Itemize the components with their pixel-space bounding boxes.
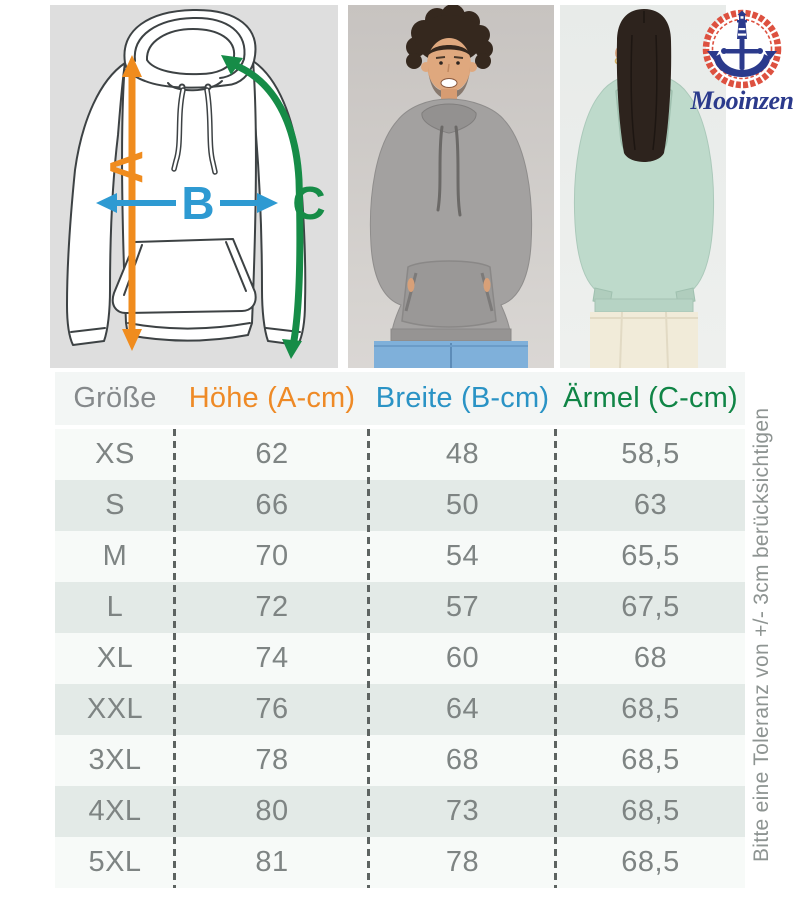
hem-band — [390, 328, 512, 342]
hem-band — [594, 298, 694, 313]
pocket — [401, 260, 497, 328]
left-sleeve — [66, 62, 126, 346]
aermel-cell: 58,5 — [621, 438, 680, 470]
aermel-cell: 68,5 — [621, 744, 680, 776]
size-table-row: 5XL 81 78 68,5 — [55, 837, 745, 888]
aermel-cell: 65,5 — [621, 540, 680, 572]
col-header-aermel: Ärmel (C-cm) — [563, 382, 738, 414]
size-table-row: XS 62 48 58,5 — [55, 429, 745, 480]
aermel-cell: 68,5 — [621, 693, 680, 725]
beard — [428, 67, 470, 99]
measure-arrow-b: B — [96, 177, 278, 229]
hoehe-cell: 62 — [255, 438, 289, 470]
col-header-breite: Breite (B-cm) — [375, 382, 550, 414]
size-cell: 3XL — [88, 744, 142, 776]
drawstrings — [171, 87, 218, 175]
breite-cell: 48 — [445, 438, 480, 470]
model-photo-back — [560, 5, 726, 369]
size-cell: 4XL — [88, 795, 142, 827]
column-divider — [173, 429, 176, 888]
man-in-grey-hoodie — [348, 4, 554, 368]
anchor-icon — [707, 38, 777, 77]
hood-collar — [421, 103, 477, 134]
breite-cell: 50 — [445, 489, 480, 521]
breite-cell: 73 — [445, 795, 480, 827]
hoehe-cell: 81 — [255, 846, 289, 878]
kangaroo-pocket — [111, 238, 257, 314]
hoehe-cell: 74 — [255, 642, 289, 674]
size-table-row: M 70 54 65,5 — [55, 531, 745, 582]
column-divider — [367, 429, 370, 888]
hoehe-cell: 72 — [255, 591, 289, 623]
size-table-body: XS 62 48 58,5 S 66 50 63 M 70 54 65,5 L … — [55, 429, 745, 888]
brand-logo: Mooinzen — [684, 8, 800, 114]
hoehe-cell: 76 — [255, 693, 289, 725]
size-cell: L — [106, 591, 124, 623]
size-cell: XL — [96, 642, 134, 674]
hoehe-cell: 66 — [255, 489, 289, 521]
long-hair — [616, 9, 672, 162]
size-table-row: 3XL 78 68 68,5 — [55, 735, 745, 786]
measure-arrow-c: C — [221, 55, 326, 359]
breite-cell: 68 — [445, 744, 480, 776]
size-cell: XS — [95, 438, 135, 470]
aermel-cell: 67,5 — [621, 591, 680, 623]
breite-cell: 60 — [445, 642, 480, 674]
size-table-row: L 72 57 67,5 — [55, 582, 745, 633]
size-table-header: Größe Höhe (A-cm) Breite (B-cm) Ärmel (C… — [55, 372, 745, 425]
col-header-hoehe: Höhe (A-cm) — [188, 382, 356, 414]
breite-cell: 57 — [445, 591, 480, 623]
model-photo-front — [348, 4, 554, 368]
hoehe-cell: 78 — [255, 744, 289, 776]
hoehe-cell: 70 — [255, 540, 289, 572]
col-header-groesse: Größe — [73, 382, 157, 414]
brand-name: Mooinzen — [690, 86, 794, 115]
aermel-cell: 68,5 — [621, 795, 680, 827]
hoehe-cell: 80 — [255, 795, 289, 827]
cream-pants — [590, 312, 698, 368]
anchor-lighthouse-rope-icon — [702, 9, 782, 89]
breite-cell: 54 — [445, 540, 480, 572]
lighthouse-icon — [737, 10, 747, 39]
column-divider — [554, 429, 557, 888]
size-table-row: XL 74 60 68 — [55, 633, 745, 684]
breite-cell: 78 — [445, 846, 480, 878]
hoodie-line-drawing: A B C — [66, 8, 326, 359]
aermel-cell: 63 — [633, 489, 668, 521]
hoodie-measurement-diagram: A B C — [50, 5, 338, 368]
measure-label-a: A — [100, 150, 152, 183]
size-table: Größe Höhe (A-cm) Breite (B-cm) Ärmel (C… — [55, 372, 745, 888]
size-table-row: 4XL 80 73 68,5 — [55, 786, 745, 837]
aermel-cell: 68,5 — [621, 846, 680, 878]
size-cell: 5XL — [88, 846, 142, 878]
aermel-cell: 68 — [633, 642, 668, 674]
size-cell: S — [105, 489, 125, 521]
size-table-row: S 66 50 63 — [55, 480, 745, 531]
measure-label-c: C — [292, 177, 325, 229]
measure-label-b: B — [181, 177, 214, 229]
tolerance-note: Bitte eine Toleranz von +/- 3cm berücksi… — [750, 407, 773, 863]
smile — [440, 78, 458, 88]
woman-in-mint-hoodie — [560, 5, 726, 369]
size-cell: XXL — [86, 693, 144, 725]
breite-cell: 64 — [445, 693, 480, 725]
size-cell: M — [102, 540, 128, 572]
size-table-row: XXL 76 64 68,5 — [55, 684, 745, 735]
